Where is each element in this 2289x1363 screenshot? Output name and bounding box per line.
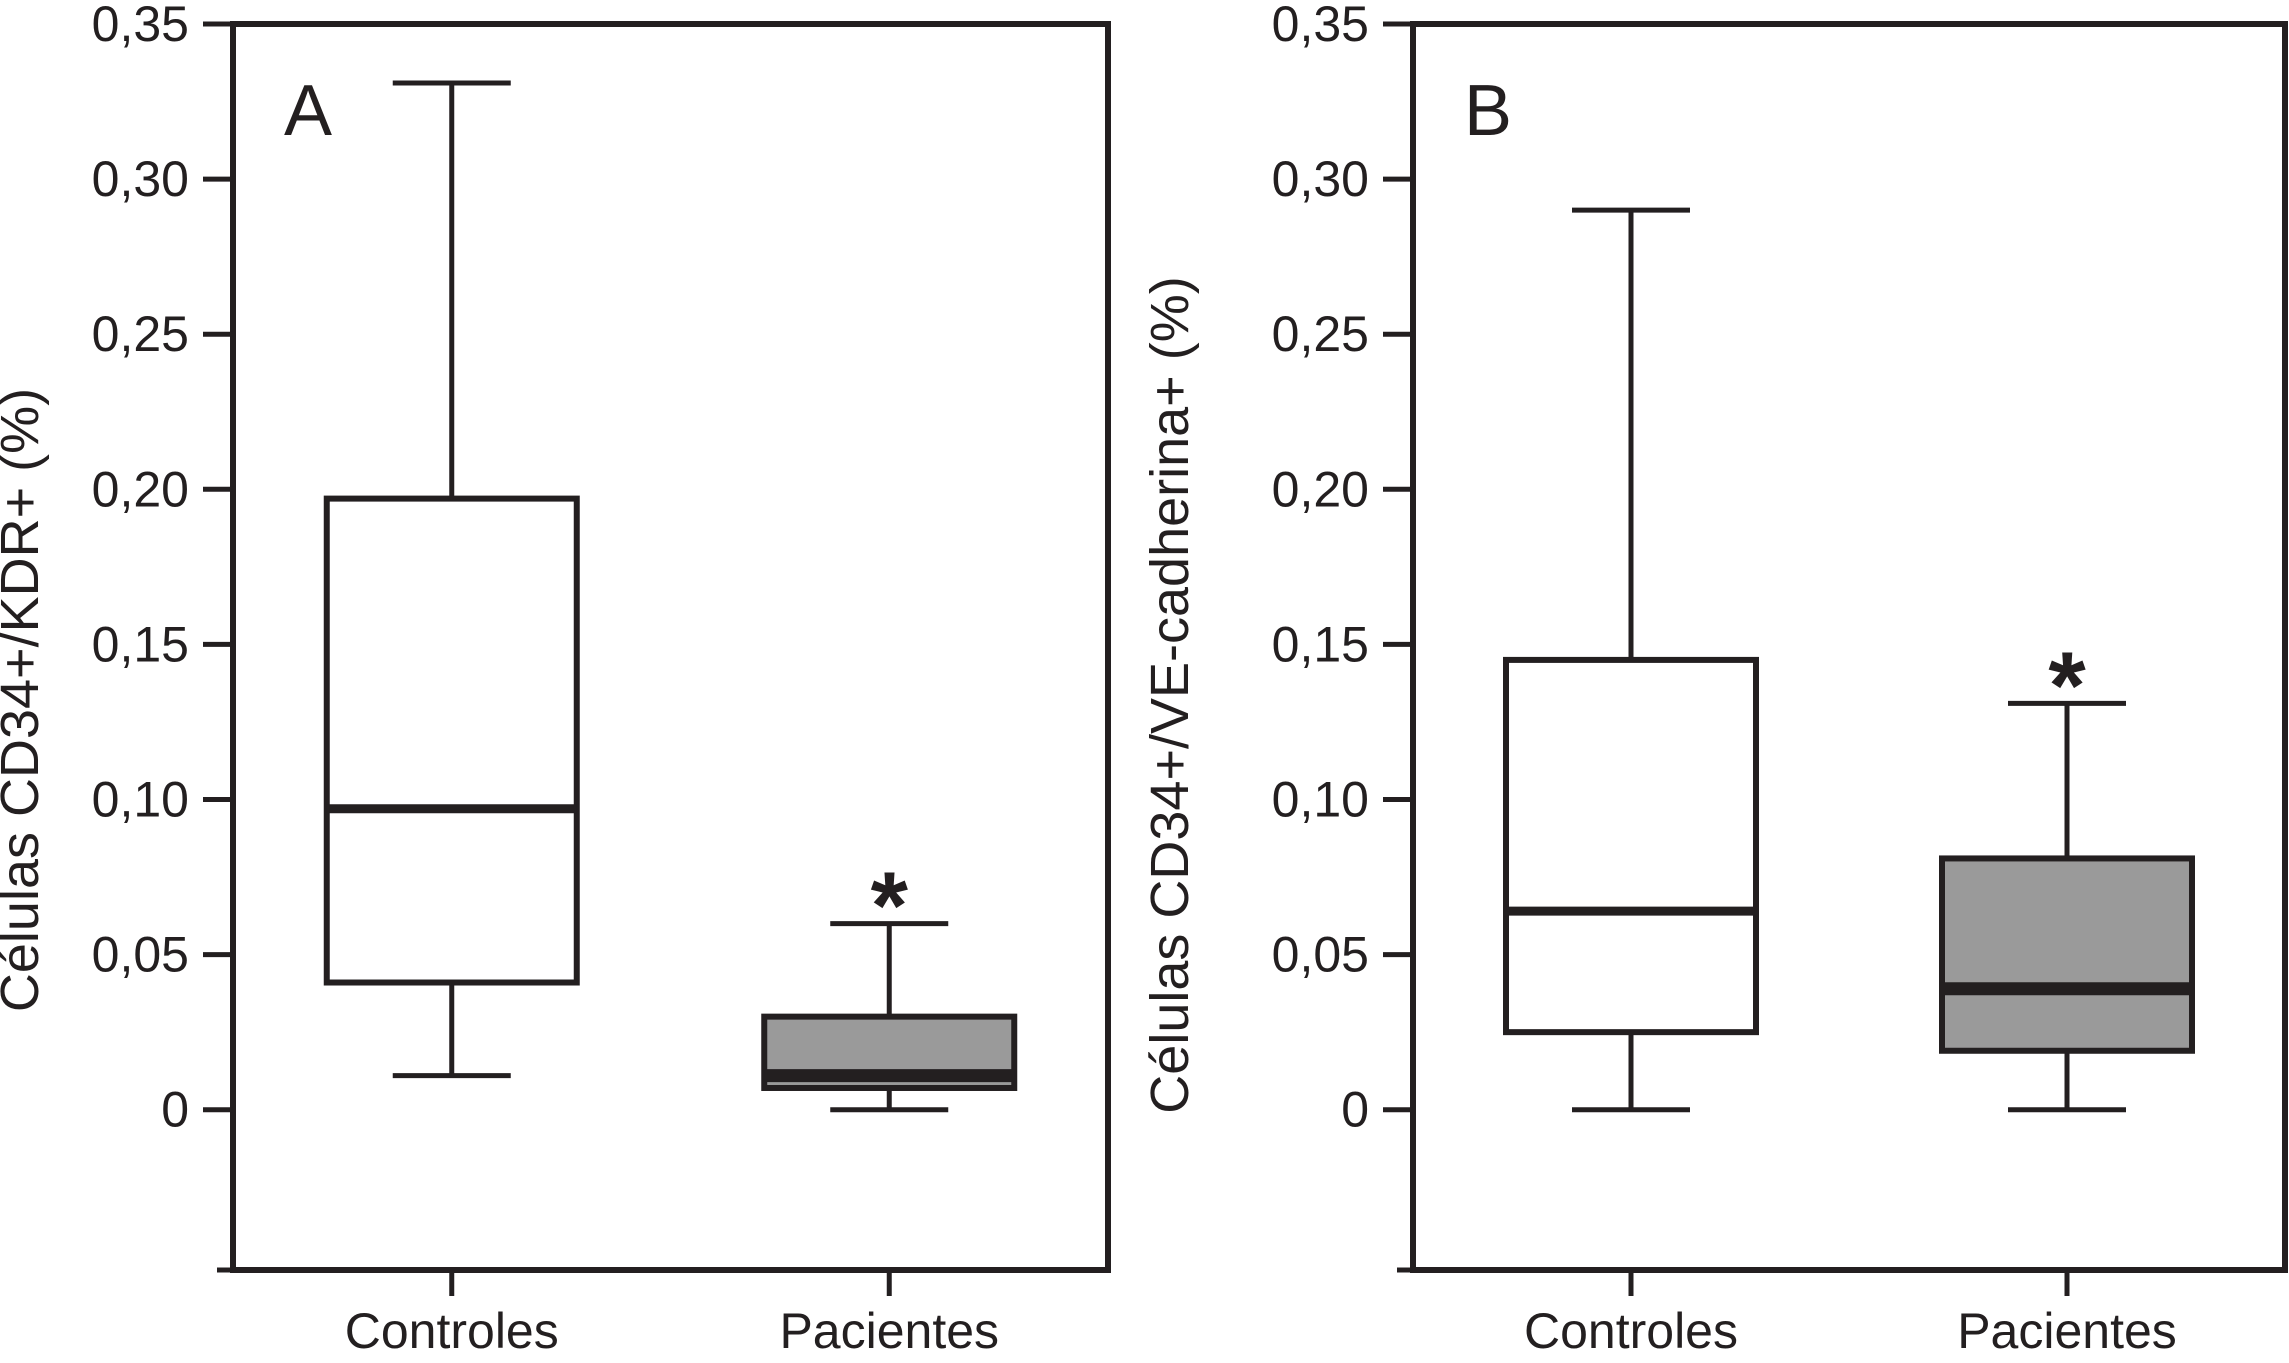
y-tick-label: 0,05 [1272, 927, 1369, 983]
y-tick-label: 0,05 [92, 927, 189, 983]
y-tick-label: 0,10 [92, 772, 189, 828]
y-tick-label: 0,25 [1272, 306, 1369, 362]
y-tick-label: 0,15 [92, 616, 189, 672]
y-tick-label: 0,30 [92, 151, 189, 207]
y-tick-label: 0,35 [1272, 0, 1369, 52]
significance-star-pacientes-b: * [2048, 632, 2086, 739]
x-category-label-controles-b: Controles [1524, 1303, 1738, 1359]
y-tick-label: 0,10 [1272, 772, 1369, 828]
panel-letter-A: A [284, 71, 332, 151]
y-axis-title-A: Células CD34+/KDR+ (%) [0, 388, 50, 1012]
x-category-label-pacientes-b: Pacientes [1957, 1303, 2177, 1359]
box-controles-a [323, 495, 580, 986]
box-pacientes-b [1939, 855, 2195, 1054]
x-category-label-pacientes-a: Pacientes [779, 1303, 999, 1359]
y-tick-label: 0,15 [1272, 616, 1369, 672]
plot-frame-B [1410, 21, 2288, 1273]
y-tick-label: 0,20 [92, 461, 189, 517]
plot-frame-A [230, 21, 1111, 1273]
box-controles-b [1503, 656, 1759, 1036]
y-tick-label: 0,30 [1272, 151, 1369, 207]
y-tick-label: 0 [161, 1082, 189, 1138]
y-tick-label: 0,25 [92, 306, 189, 362]
panel-letter-B: B [1464, 71, 1512, 151]
y-tick-label: 0 [1341, 1082, 1369, 1138]
y-axis-title-B: Células CD34+/VE-cadherina+ (%) [1140, 276, 1200, 1113]
y-tick-label: 0,20 [1272, 461, 1369, 517]
significance-star-pacientes-a: * [871, 853, 909, 960]
y-tick-label: 0,35 [92, 0, 189, 52]
x-category-label-controles-a: Controles [345, 1303, 559, 1359]
